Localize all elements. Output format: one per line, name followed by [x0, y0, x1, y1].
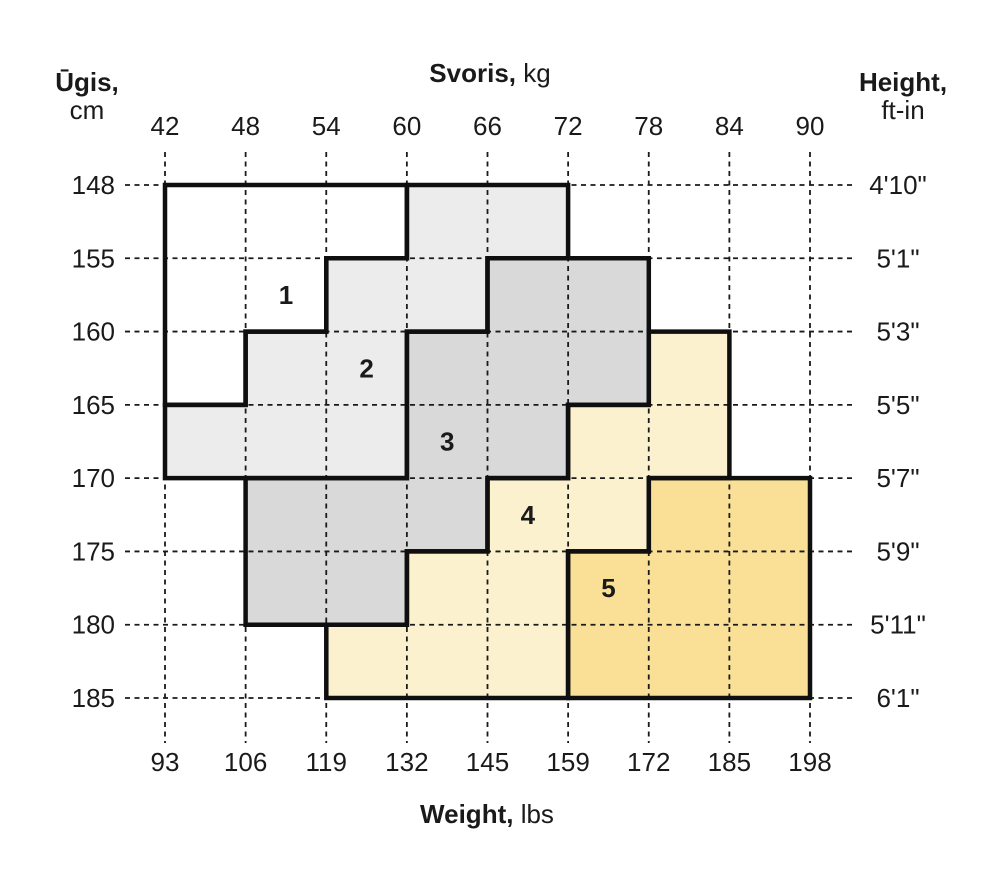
tick-bottom-145: 145 [466, 747, 509, 777]
tick-bottom-106: 106 [224, 747, 267, 777]
tick-bottom-119: 119 [306, 747, 347, 777]
tick-top-72: 72 [554, 111, 583, 141]
tick-right-3: 5'5" [876, 390, 919, 420]
right-axis-title: Height, ft-in [859, 68, 947, 124]
tick-top-42: 42 [151, 111, 180, 141]
tick-top-90: 90 [796, 111, 825, 141]
region-shape-5 [568, 478, 810, 698]
tick-right-7: 6'1" [876, 683, 919, 713]
top-axis-title: Svoris, kg [429, 58, 550, 88]
tick-left-175: 175 [72, 536, 115, 566]
tick-left-155: 155 [72, 243, 115, 273]
right-axis-title-bold: Height, [858, 67, 948, 97]
region-label-5: 5 [601, 573, 615, 603]
tick-bottom-172: 172 [627, 747, 670, 777]
region-label-2: 2 [359, 353, 373, 383]
tick-top-66: 66 [473, 111, 502, 141]
tick-left-165: 165 [72, 390, 115, 420]
region-label-4: 4 [521, 500, 536, 530]
left-axis-title-unit: cm [69, 95, 105, 125]
tick-bottom-93: 93 [151, 747, 180, 777]
tick-bottom-159: 159 [546, 747, 589, 777]
tick-left-160: 160 [72, 317, 115, 347]
tick-top-60: 60 [392, 111, 421, 141]
tick-bottom-132: 132 [385, 747, 428, 777]
tick-right-2: 5'3" [876, 317, 919, 347]
tick-right-4: 5'7" [876, 463, 919, 493]
tick-right-0: 4'10" [869, 170, 927, 200]
region-label-1: 1 [279, 280, 293, 310]
top-axis-title-unit: kg [523, 58, 551, 88]
tick-left-148: 148 [72, 170, 115, 200]
tick-bottom-198: 198 [788, 747, 831, 777]
tick-top-84: 84 [715, 111, 744, 141]
bottom-axis-title: Weight, lbs [420, 799, 554, 829]
tick-left-180: 180 [72, 610, 115, 640]
tick-left-185: 185 [72, 683, 115, 713]
tick-right-6: 5'11" [870, 610, 926, 640]
tick-top-48: 48 [231, 111, 260, 141]
region-shape-4 [326, 331, 730, 698]
tick-right-5: 5'9" [876, 536, 919, 566]
bottom-axis-title-unit: lbs [520, 799, 554, 829]
bottom-axis-title-bold: Weight, [420, 799, 514, 829]
left-axis-title-bold: Ūgis, [55, 67, 119, 97]
tick-left-170: 170 [72, 463, 115, 493]
region-label-3: 3 [440, 427, 454, 457]
tick-top-54: 54 [312, 111, 341, 141]
tick-top-78: 78 [634, 111, 663, 141]
region-border-5 [565, 475, 813, 701]
tick-right-1: 5'1" [876, 243, 919, 273]
left-axis-title: Ūgis, cm [55, 68, 119, 124]
top-axis-title-bold: Svoris, [429, 58, 517, 88]
tick-bottom-185: 185 [708, 747, 751, 777]
region-shape-3 [245, 258, 649, 625]
region-shape-1 [165, 185, 407, 405]
right-axis-title-unit: ft-in [881, 95, 925, 125]
